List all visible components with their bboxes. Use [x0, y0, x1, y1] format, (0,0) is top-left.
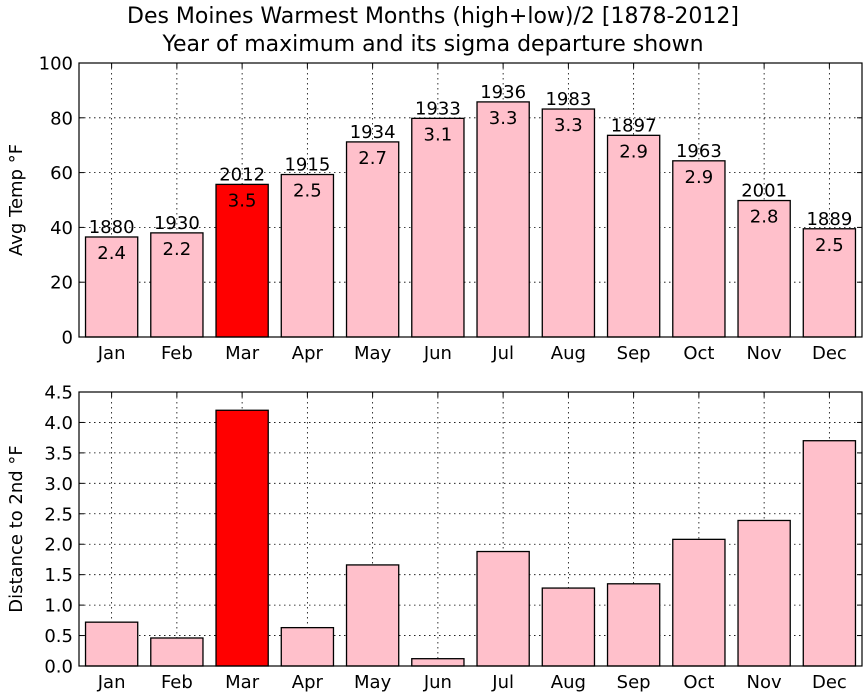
year-label: 1930 — [154, 213, 200, 234]
y-tick-label: 3.5 — [44, 443, 73, 464]
bar-jun — [411, 658, 465, 667]
year-label: 1934 — [350, 122, 396, 143]
chart-title: Des Moines Warmest Months (high+low)/2 [… — [127, 4, 739, 29]
x-tick-label-jun: Jun — [423, 672, 452, 693]
sigma-label: 3.1 — [424, 124, 453, 145]
y-tick-label: 1.0 — [44, 596, 73, 617]
x-tick-label-mar: Mar — [225, 343, 260, 364]
year-label: 1915 — [284, 155, 330, 176]
sigma-label: 2.8 — [750, 207, 779, 228]
year-label: 1897 — [611, 115, 657, 136]
x-tick-label-oct: Oct — [683, 343, 714, 364]
bar-aug — [541, 108, 596, 338]
sigma-label: 2.9 — [685, 167, 714, 188]
bar-sep — [606, 583, 661, 667]
sigma-label: 2.4 — [97, 243, 126, 264]
y-tick-label: 100 — [39, 54, 73, 75]
bar-feb — [150, 637, 204, 667]
y-tick-label: 0.5 — [44, 626, 73, 647]
bar-oct — [672, 538, 726, 667]
year-label: 1933 — [415, 98, 461, 119]
x-tick-label-may: May — [354, 343, 392, 364]
x-tick-label-may: May — [354, 672, 392, 693]
year-label: 1880 — [89, 217, 135, 238]
sigma-label: 2.9 — [619, 141, 648, 162]
plot-frame — [78, 62, 863, 338]
year-label: 1936 — [480, 82, 526, 103]
x-tick-label-nov: Nov — [747, 672, 782, 693]
x-tick-label-sep: Sep — [617, 672, 651, 693]
y-tick-label: 1.5 — [44, 565, 73, 586]
bar-apr — [280, 173, 335, 338]
sigma-label: 2.2 — [163, 239, 192, 260]
x-tick-label-aug: Aug — [551, 672, 586, 693]
bar-feb — [150, 232, 204, 338]
x-tick-label-dec: Dec — [812, 343, 847, 364]
x-tick-label-sep: Sep — [617, 343, 651, 364]
y-tick-label: 0.0 — [44, 657, 73, 678]
bar-jul — [476, 101, 530, 338]
bar-may — [345, 564, 400, 667]
year-label: 2001 — [741, 181, 787, 202]
bar-dec — [802, 228, 857, 338]
x-tick-label-apr: Apr — [292, 672, 324, 693]
bar-sep — [606, 134, 661, 338]
x-tick-label-jan: Jan — [97, 672, 126, 693]
y-tick-label: 0 — [62, 328, 73, 349]
chart-subtitle: Year of maximum and its sigma departure … — [162, 32, 704, 57]
x-tick-label-oct: Oct — [683, 672, 714, 693]
bar-nov — [737, 519, 791, 667]
x-tick-label-apr: Apr — [292, 343, 324, 364]
x-tick-label-jul: Jul — [491, 343, 514, 364]
y-tick-label: 80 — [50, 108, 73, 129]
bar-jul — [476, 550, 530, 667]
y-tick-label: 3.0 — [44, 474, 73, 495]
plot-frame — [78, 391, 863, 667]
x-tick-label-dec: Dec — [812, 672, 847, 693]
x-tick-label-feb: Feb — [161, 672, 193, 693]
x-tick-label-aug: Aug — [551, 343, 586, 364]
x-tick-label-jul: Jul — [491, 672, 514, 693]
bar-may — [345, 141, 400, 338]
year-label: 2012 — [219, 164, 265, 185]
bar-jun — [411, 117, 465, 338]
bar-mar — [215, 183, 269, 338]
y-tick-label: 40 — [50, 218, 73, 239]
y-tick-label: 4.5 — [44, 383, 73, 404]
sigma-label: 3.3 — [554, 115, 583, 136]
sigma-label: 2.5 — [293, 181, 322, 202]
bar-aug — [541, 587, 596, 667]
sigma-label: 3.3 — [489, 108, 518, 129]
bar-jan — [84, 621, 139, 667]
x-tick-label-mar: Mar — [225, 672, 260, 693]
y-tick-label: 60 — [50, 163, 73, 184]
year-label: 1983 — [545, 89, 591, 110]
sigma-label: 2.5 — [815, 235, 844, 256]
bar-mar — [215, 409, 269, 667]
x-tick-label-nov: Nov — [747, 343, 782, 364]
bar-dec — [802, 440, 857, 667]
bar-jan — [84, 236, 139, 338]
y-tick-label: 4.0 — [44, 413, 73, 434]
y-axis-label: Avg Temp °F — [6, 144, 27, 256]
x-tick-label-feb: Feb — [161, 343, 193, 364]
sigma-label: 3.5 — [228, 190, 257, 211]
sigma-label: 2.7 — [358, 148, 387, 169]
y-axis-label: Distance to 2nd °F — [6, 445, 27, 613]
y-tick-label: 2.5 — [44, 504, 73, 525]
year-label: 1963 — [676, 141, 722, 162]
y-tick-label: 20 — [50, 273, 73, 294]
x-tick-label-jan: Jan — [97, 343, 126, 364]
x-tick-label-jun: Jun — [423, 343, 452, 364]
y-tick-label: 2.0 — [44, 535, 73, 556]
year-label: 1889 — [806, 209, 852, 230]
bar-apr — [280, 626, 335, 667]
